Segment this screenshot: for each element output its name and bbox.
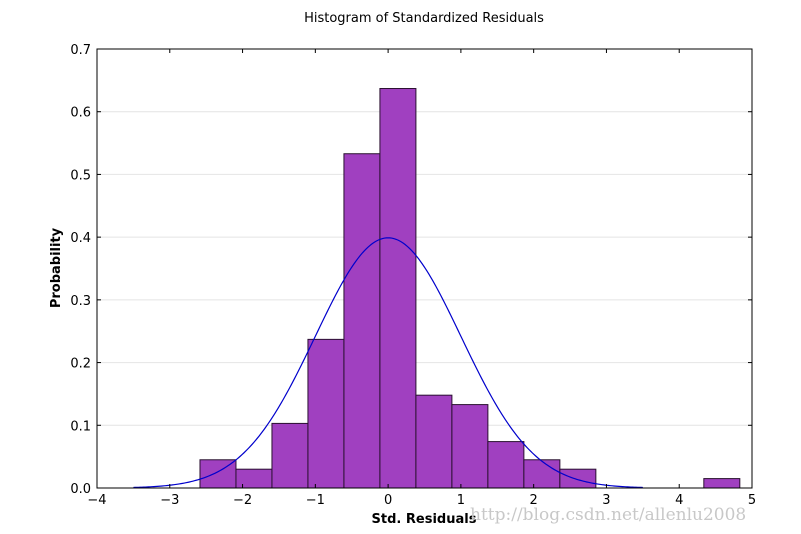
y-axis-label: Probability (49, 227, 64, 308)
x-tick-label: 2 (530, 493, 538, 508)
histogram-bar (379, 88, 417, 489)
x-tick-label: 0 (384, 493, 392, 508)
histogram-bar (559, 468, 597, 489)
histogram-bar (451, 404, 489, 489)
x-tick-label: 5 (748, 493, 756, 508)
histogram-bar (415, 394, 453, 489)
chart-title: Histogram of Standardized Residuals (304, 11, 544, 26)
histogram-bar (271, 422, 309, 489)
normal-curve (133, 237, 643, 489)
y-tick-label: 0.0 (70, 482, 91, 497)
histogram-bar (523, 459, 561, 489)
y-tick-label: 0.7 (70, 43, 91, 58)
x-tick-label: −1 (306, 493, 325, 508)
y-tick-label: 0.1 (70, 419, 91, 434)
x-tick-label: 1 (457, 493, 465, 508)
histogram-bar (703, 478, 741, 489)
y-tick-label: 0.2 (70, 357, 91, 372)
histogram-bar (307, 338, 345, 489)
x-tick-label: −3 (160, 493, 179, 508)
histogram-bar (235, 468, 273, 489)
y-tick-label: 0.4 (70, 231, 91, 246)
y-tick-label: 0.6 (70, 106, 91, 121)
x-axis-label: Std. Residuals (372, 512, 477, 527)
histogram-bar (343, 153, 381, 489)
y-tick-label: 0.5 (70, 168, 91, 183)
x-tick-label: −4 (87, 493, 106, 508)
x-tick-label: −2 (233, 493, 252, 508)
x-tick-label: 3 (602, 493, 610, 508)
histogram-bar (487, 441, 525, 489)
watermark: http://blog.csdn.net/allenlu2008 (470, 505, 746, 525)
y-tick-label: 0.3 (70, 294, 91, 309)
plot-frame (96, 48, 753, 489)
x-tick-label: 4 (675, 493, 683, 508)
